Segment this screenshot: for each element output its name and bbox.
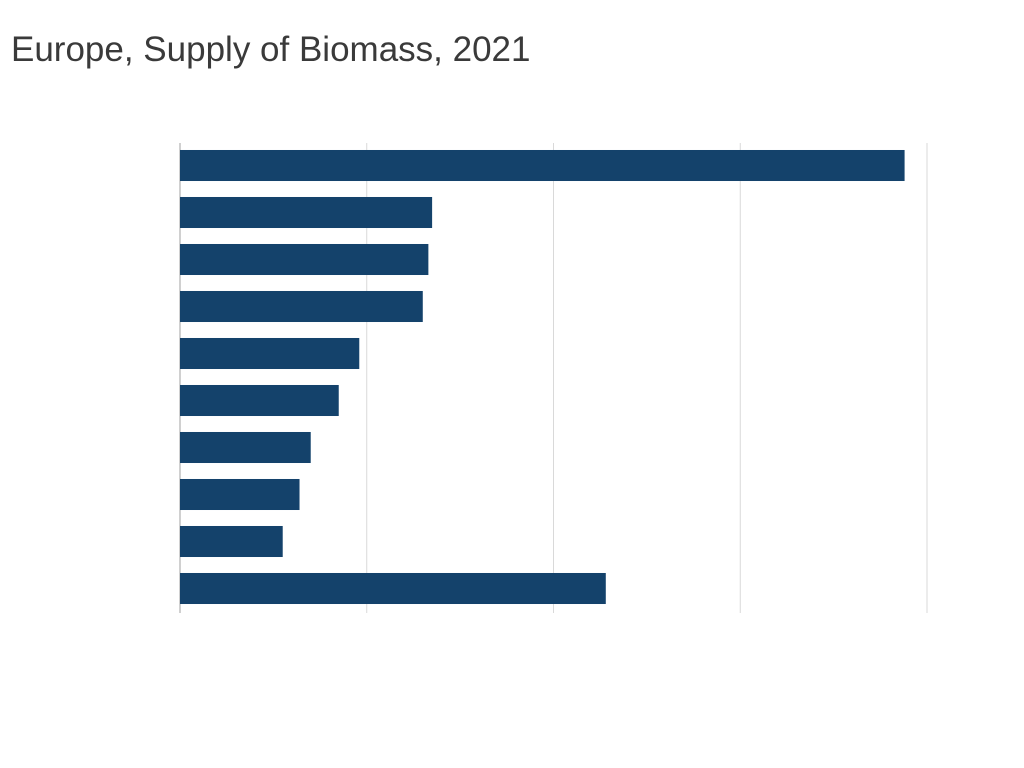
- bar: [180, 337, 360, 370]
- bar: [180, 431, 311, 464]
- bar: [180, 196, 433, 229]
- bar: [180, 149, 905, 182]
- bar: [180, 525, 283, 558]
- bar: [180, 290, 423, 323]
- chart-title: Europe, Supply of Biomass, 2021: [11, 30, 531, 69]
- bar: [180, 572, 606, 605]
- bar: [180, 384, 339, 417]
- bar: [180, 478, 300, 511]
- bar: [180, 243, 429, 276]
